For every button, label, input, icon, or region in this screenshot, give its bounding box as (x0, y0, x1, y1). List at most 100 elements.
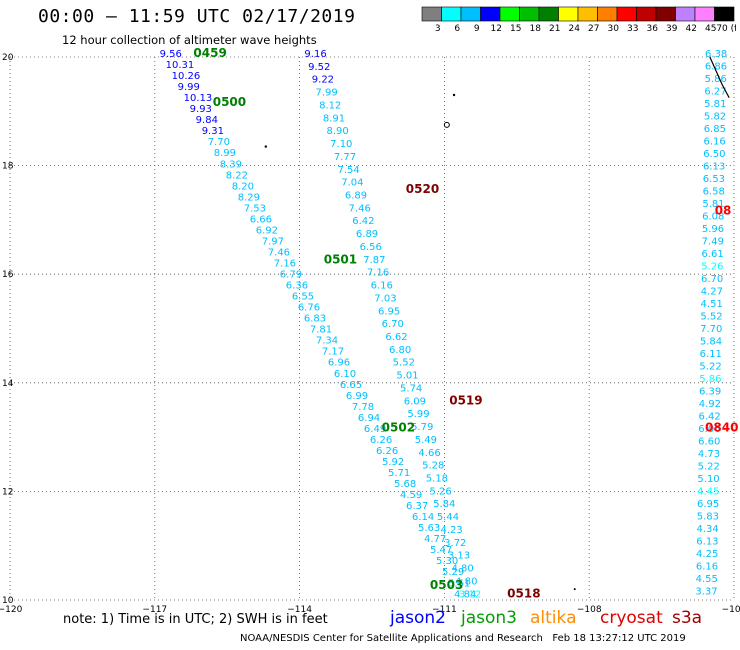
wave-height-value: 4.55 (696, 574, 718, 585)
wave-height-value: 5.81 (704, 99, 726, 110)
wave-height-value: 4.80 (455, 576, 477, 587)
wave-height-value: 4.45 (697, 487, 719, 498)
wave-height-value: 5.84 (700, 337, 722, 348)
colorbar-tick-label: 42 (686, 24, 697, 34)
island-marker (264, 145, 268, 148)
legend-altika: altika (530, 608, 577, 628)
colorbar-tick-label: 21 (549, 24, 560, 34)
wave-height-value: 7.70 (208, 137, 230, 148)
wave-height-value: 4.84 (454, 589, 476, 600)
y-tick-label: 16 (2, 270, 14, 280)
pass-time-label: 0520 (406, 182, 439, 196)
wave-height-value: 5.86 (699, 374, 721, 385)
wave-height-value: 6.80 (389, 345, 411, 356)
wave-height-value: 5.74 (400, 383, 422, 394)
y-tick-label: 14 (2, 379, 14, 389)
wave-height-value: 10.13 (184, 93, 213, 104)
wave-height-value: 8.99 (214, 148, 236, 159)
wave-height-value: 7.10 (330, 139, 352, 150)
wave-height-value: 6.79 (280, 270, 302, 281)
wave-height-value: 5.71 (388, 468, 410, 479)
wave-height-value: 8.90 (326, 126, 348, 137)
wave-height-value: 9.52 (308, 62, 330, 73)
wave-height-value: 6.11 (700, 349, 722, 360)
wave-height-value: 7.78 (352, 402, 374, 413)
legend-jason3: jason3 (461, 608, 517, 628)
wave-height-value: 6.55 (292, 292, 314, 303)
wave-height-value: 6.26 (376, 446, 398, 457)
wave-height-value: 7.54 (338, 165, 360, 176)
wave-height-value: 5.28 (422, 461, 444, 472)
map-title: 00:00 – 11:59 UTC 02/17/2019 (38, 6, 356, 27)
wave-height-value: 6.89 (345, 191, 367, 202)
colorbar-tick-label: 18 (530, 24, 542, 34)
colorbar-tick-label: 24 (569, 24, 581, 34)
colorbar-tick-label: 33 (627, 24, 638, 34)
wave-height-value: 5.68 (394, 479, 416, 490)
wave-height-value: 6.14 (412, 512, 434, 523)
x-tick-label: −105 (722, 605, 740, 615)
x-tick-label: −117 (142, 605, 167, 615)
wave-height-value: 3.12 (459, 589, 481, 600)
wave-height-value: 8.12 (319, 100, 341, 111)
x-tick-label: −108 (577, 605, 602, 615)
wave-height-value: 3.72 (444, 538, 466, 549)
wave-height-value: 4.77 (424, 534, 446, 545)
wave-height-value: 6.58 (703, 187, 725, 198)
map-subtitle: 12 hour collection of altimeter wave hei… (62, 33, 317, 47)
wave-height-value: 5.92 (382, 457, 404, 468)
colorbar-tick-label: 30 (608, 24, 620, 34)
wave-height-value: 7.81 (310, 325, 332, 336)
wave-height-value: 7.34 (316, 336, 338, 347)
wave-height-value: 6.83 (304, 314, 326, 325)
wave-height-value: 9.22 (312, 75, 334, 86)
wave-height-value: 6.13 (696, 537, 718, 548)
colorbar-tick-label: 15 (510, 24, 521, 34)
colorbar-tick-label: 3 (435, 24, 441, 34)
wave-height-value: 10.31 (166, 60, 195, 71)
wave-height-value: 6.37 (406, 501, 428, 512)
wave-height-value: 5.22 (699, 362, 721, 373)
pass-time-label: 0459 (193, 46, 226, 60)
wave-height-value: 6.65 (340, 380, 362, 391)
wave-height-value: 8.29 (238, 192, 260, 203)
wave-height-value: 6.36 (286, 281, 308, 292)
wave-height-value: 4.51 (701, 299, 723, 310)
wave-height-value: 6.10 (334, 369, 356, 380)
legend-s3a: s3a (672, 608, 703, 628)
wave-height-value: 9.93 (190, 104, 212, 115)
legend-jason2: jason2 (390, 608, 446, 628)
footer-credit: NOAA/NESDIS Center for Satellite Applica… (240, 633, 686, 644)
wave-height-value: 6.60 (698, 437, 720, 448)
wave-height-value: 5.26 (701, 262, 723, 273)
wave-height-value: 5.52 (700, 312, 722, 323)
x-tick-label: −111 (432, 605, 457, 615)
wave-height-value: 6.13 (703, 162, 725, 173)
wave-height-value: 6.92 (256, 225, 278, 236)
wave-height-value: 7.46 (349, 203, 371, 214)
wave-height-value: 9.56 (160, 49, 182, 60)
wave-height-value: 6.42 (352, 216, 374, 227)
wave-height-value: 7.99 (315, 88, 337, 99)
wave-height-value: 8.91 (323, 113, 345, 124)
wave-height-value: 7.97 (262, 236, 284, 247)
x-tick-label: −114 (287, 605, 312, 615)
pass-time-label: 08 (715, 203, 732, 217)
wave-height-value: 9.84 (196, 115, 218, 126)
wave-height-value: 5.51 (448, 578, 470, 589)
wave-height-value: 6.39 (699, 387, 721, 398)
wave-height-value: 5.44 (437, 512, 459, 523)
y-tick-label: 18 (2, 162, 14, 172)
pass-time-label: 0840 (705, 421, 738, 435)
wave-height-value: 6.89 (356, 229, 378, 240)
wave-height-value: 5.18 (426, 474, 448, 485)
colorbar-tick-label: 6 (454, 24, 460, 34)
wave-height-value: 7.03 (374, 293, 396, 304)
wave-height-value: 5.22 (698, 462, 720, 473)
wave-height-value: 6.70 (382, 319, 404, 330)
wave-height-value: 7.53 (244, 203, 266, 214)
wave-height-value: 4.25 (696, 549, 718, 560)
wave-height-value: 6.42 (699, 412, 721, 423)
x-tick-label: −120 (0, 605, 23, 615)
